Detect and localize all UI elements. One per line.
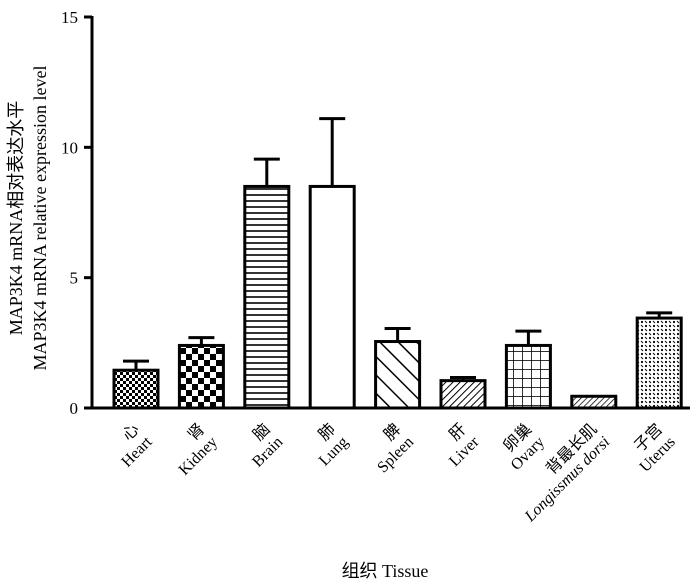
y-tick-label: 0: [70, 399, 79, 418]
y-axis: 0 5 10 15: [61, 8, 94, 418]
bar-longissmus-dorsi: [570, 394, 618, 410]
y-ticks: 0 5 10 15: [61, 8, 92, 418]
y-tick-label: 15: [61, 8, 78, 27]
x-tick-label-en: Heart: [118, 433, 156, 471]
y-axis-title-line2: MAP3K4 mRNA relative expression level: [30, 66, 50, 371]
bar-liver: [439, 379, 487, 410]
bar-spleen: [374, 340, 422, 410]
bars: [112, 117, 683, 410]
bar-ovary: [504, 343, 552, 410]
bar-kidney: [177, 343, 225, 410]
x-tick-label-en: Brain: [249, 434, 286, 471]
bar-heart: [112, 368, 160, 410]
bar-brain: [243, 184, 291, 410]
y-tick-label: 5: [70, 269, 79, 288]
x-axis-title: 组织 Tissue: [342, 561, 429, 581]
bar-uterus: [635, 316, 683, 410]
y-tick-label: 10: [61, 138, 78, 157]
y-axis-title-line1: MAP3K4 mRNA相对表达水平: [6, 101, 26, 336]
bar-lung: [308, 184, 356, 410]
